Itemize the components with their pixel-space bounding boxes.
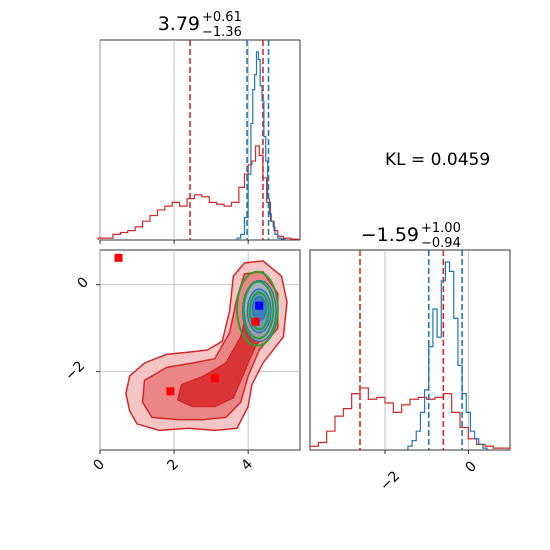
joint-xtick-label-0: 0: [90, 456, 108, 474]
joint-xtick-labels: 0 2 4: [90, 456, 256, 474]
green-contour-2: [242, 280, 275, 340]
marginal-y-panel: [309, 249, 511, 454]
title-x-plus: +0.61: [202, 10, 242, 25]
red-marker-0: [114, 253, 123, 262]
joint-ytick-label-0: 0: [74, 274, 92, 292]
marginal-x-frame: [99, 39, 301, 241]
title-x-minus: −1.36: [202, 25, 242, 40]
title-y-minus: −0.94: [421, 236, 461, 251]
green-contour-1: [236, 270, 279, 347]
blue-marker-0: [255, 301, 264, 310]
joint-ytick-labels: 0 −2: [62, 274, 92, 384]
marginal-y-frame: [309, 249, 511, 451]
joint-ytick-label-neg2: −2: [62, 358, 88, 384]
red-marker-2: [210, 374, 219, 383]
joint-xtick-label-4: 4: [238, 456, 256, 474]
joint-xtick-label-2: 2: [164, 456, 182, 474]
green-contour-3: [248, 291, 270, 331]
marginal-y-xtick-labels: −2 0: [377, 458, 480, 494]
marginal-x-hist-series-0: [97, 145, 299, 240]
title-y-value: −1.59: [361, 224, 419, 246]
marginal-y-xtick-label-neg2: −2: [377, 468, 403, 494]
title-x-value: 3.79: [158, 13, 200, 35]
title-marginal-y: −1.59 +1.00 −0.94: [361, 221, 461, 251]
kl-annotation: KL = 0.0459: [385, 150, 490, 170]
title-y-plus: +1.00: [421, 221, 461, 236]
title-marginal-x: 3.79 +0.61 −1.36: [158, 10, 242, 40]
marginal-y-xtick-label-0: 0: [462, 458, 480, 476]
red-marker-1: [166, 387, 175, 396]
marginal-y-hist-series-1: [407, 261, 488, 450]
red-marker-3: [251, 317, 260, 326]
marginal-x-panel: [97, 39, 301, 244]
joint-contour-panel: [96, 249, 301, 454]
marginal-x-hist-series-1: [236, 51, 286, 240]
